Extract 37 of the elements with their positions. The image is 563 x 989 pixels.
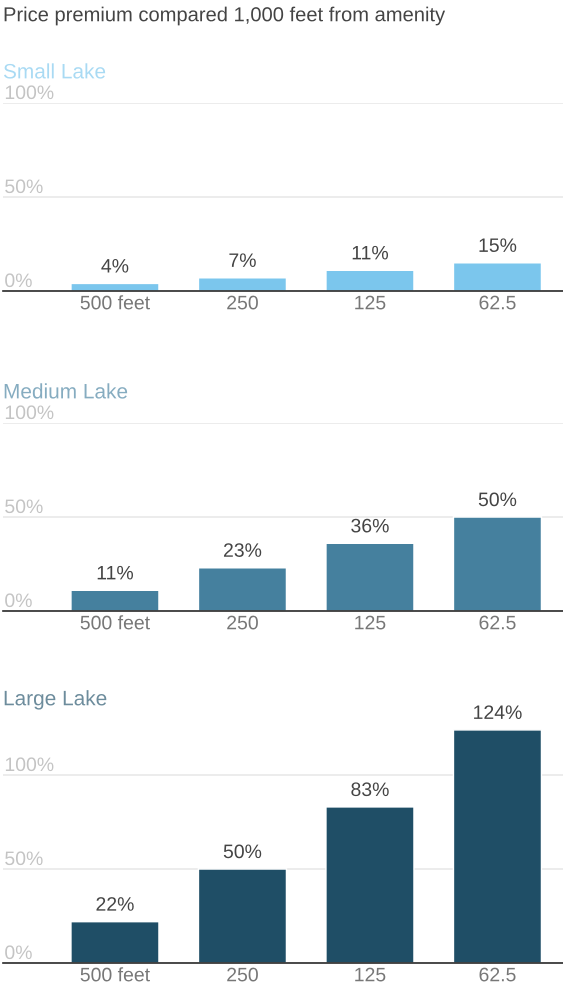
data-label: 124%: [474, 705, 522, 720]
y-tick-label: 100%: [6, 405, 54, 420]
x-tick-label: 125: [355, 616, 386, 630]
y-tick-label: 0%: [5, 273, 32, 288]
x-tick-label: 62.5: [480, 296, 516, 310]
x-tick-label: 62.5: [480, 968, 516, 982]
y-tick-label: 100%: [6, 757, 54, 772]
data-label: 23%: [224, 543, 262, 557]
y-tick-label: 50%: [5, 499, 43, 514]
x-tick-label: 500 feet: [80, 967, 150, 982]
x-tick-label: 250: [227, 968, 258, 982]
x-tick-label: 500 feet: [80, 295, 150, 310]
chart-subtitle: Large Lake: [4, 690, 106, 710]
y-tick-label: 50%: [5, 179, 43, 194]
data-label: 4%: [101, 259, 128, 273]
x-tick-label: 62.5: [480, 616, 516, 630]
data-label: 11%: [98, 566, 133, 580]
y-tick-label: 50%: [5, 851, 43, 866]
data-label: 50%: [478, 492, 516, 506]
y-tick-label: 0%: [5, 945, 32, 960]
y-tick-label: 100%: [6, 85, 54, 100]
x-tick-label: 125: [355, 296, 386, 310]
chart-subtitle: Small Lake: [4, 63, 106, 79]
data-label: 22%: [96, 897, 134, 911]
chart-title: Price premium compared 1,000 feet from amenity: [4, 6, 446, 26]
x-tick-label: 125: [355, 968, 386, 982]
data-label: 7%: [229, 253, 256, 267]
x-tick-label: 500 feet: [80, 615, 150, 630]
x-tick-label: 250: [227, 296, 258, 310]
data-label: 11%: [352, 246, 388, 260]
data-label: 50%: [224, 844, 262, 858]
chart-subtitle: Medium Lake: [4, 383, 128, 399]
data-label: 36%: [351, 518, 389, 533]
data-label: 15%: [479, 238, 516, 252]
data-label: 83%: [351, 782, 389, 796]
x-tick-label: 250: [227, 616, 258, 630]
y-tick-label: 0%: [5, 593, 32, 608]
